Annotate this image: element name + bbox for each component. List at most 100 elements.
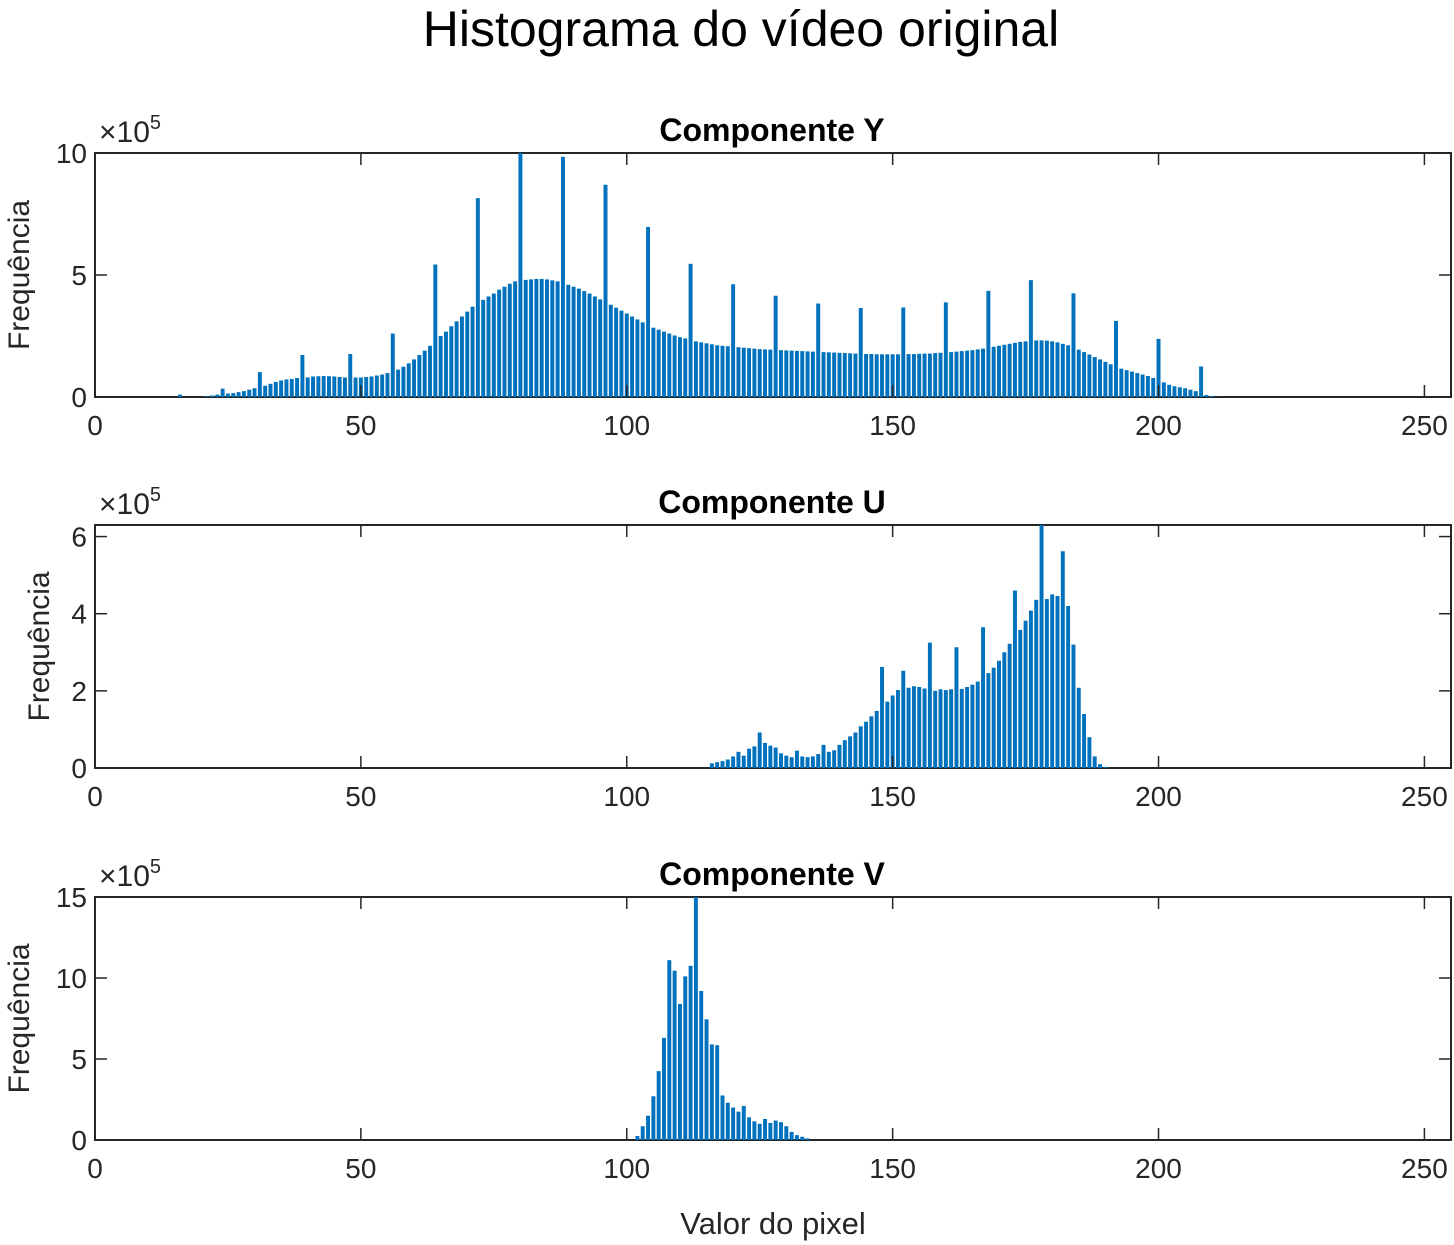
histogram-bar: [709, 344, 714, 397]
histogram-bar: [1188, 389, 1193, 397]
histogram-bar: [954, 351, 959, 397]
histogram-bar: [1129, 371, 1134, 397]
histogram-bar: [539, 278, 544, 397]
histogram-bar: [1034, 599, 1039, 768]
histogram-bar: [965, 350, 970, 397]
histogram-bar: [444, 331, 448, 397]
histogram-bar: [880, 354, 884, 397]
histogram-bar: [385, 373, 390, 397]
histogram-bar: [885, 354, 890, 397]
histogram-bar: [906, 354, 911, 397]
histogram-bar: [715, 345, 720, 397]
histogram-bar: [1108, 364, 1113, 397]
histogram-bar: [289, 378, 294, 397]
x-tick-label: 200: [1135, 1153, 1182, 1184]
histogram-bar: [922, 353, 927, 397]
histogram-bar: [1076, 349, 1081, 397]
histogram-bar: [635, 319, 640, 397]
histogram-bar: [864, 354, 869, 397]
histogram-bar: [646, 226, 651, 397]
histogram-bar: [975, 349, 980, 397]
histogram-bar: [1055, 595, 1060, 768]
x-tick-label: 250: [1401, 1153, 1448, 1184]
histogram-bar: [991, 346, 996, 397]
histogram-bar: [1039, 525, 1044, 768]
histogram-bar: [779, 1122, 783, 1140]
histogram-bar: [848, 353, 853, 397]
histogram-bar: [342, 377, 347, 397]
histogram-bar: [215, 394, 220, 397]
histogram-bar: [672, 335, 677, 397]
y-tick-label: 2: [71, 676, 87, 707]
histogram-bar: [938, 352, 943, 397]
histogram-bar: [741, 1105, 746, 1140]
histogram-bar: [933, 690, 938, 768]
histogram-bar: [917, 353, 922, 397]
histogram-bar: [683, 338, 688, 397]
histogram-bar: [858, 726, 863, 768]
y-axis-label: Frequência: [3, 943, 36, 1093]
histogram-bar: [869, 354, 874, 397]
histogram-bar: [396, 369, 401, 397]
histogram-bar: [1039, 340, 1044, 397]
histogram-bar: [1156, 338, 1161, 397]
histogram-bar: [986, 290, 991, 397]
exponent-base: ×10: [99, 488, 150, 521]
histogram-bar: [1098, 359, 1103, 397]
histogram-bar: [545, 279, 549, 397]
histogram-bar: [975, 681, 980, 768]
histogram-bar: [1092, 356, 1097, 397]
subplot-title: Componente U: [658, 484, 886, 520]
histogram-bar: [576, 288, 581, 397]
histogram-bar: [279, 380, 284, 397]
histogram-bar: [981, 348, 986, 397]
histogram-bar: [704, 343, 709, 397]
exponent-base: ×10: [99, 860, 150, 893]
histogram-bar: [459, 316, 464, 397]
histogram-bar: [805, 757, 810, 768]
bar-series: [709, 525, 1108, 768]
histogram-bar: [959, 688, 964, 768]
histogram-bar: [534, 278, 539, 397]
histogram-bar: [736, 1111, 741, 1140]
histogram-bar: [1023, 620, 1028, 768]
histogram-bar: [662, 331, 666, 397]
histogram-bar: [486, 296, 491, 397]
histogram-bar: [1055, 342, 1060, 397]
histogram-bar: [768, 1122, 773, 1140]
histogram-bar: [747, 748, 752, 768]
histogram-bar: [800, 1136, 805, 1140]
histogram-bar: [901, 307, 906, 397]
histogram-bar: [1092, 756, 1097, 768]
histogram-bar: [890, 354, 895, 397]
histogram-bar: [677, 1003, 682, 1140]
bar-series: [178, 153, 1219, 397]
histogram-bar: [1076, 687, 1081, 768]
histogram-bar: [401, 366, 406, 397]
histogram-bar: [614, 307, 619, 397]
histogram-bar: [864, 721, 869, 768]
x-tick-label: 150: [869, 1153, 916, 1184]
histogram-bar: [1060, 551, 1065, 768]
histogram-bar: [550, 280, 555, 397]
histogram-bar: [981, 627, 986, 768]
histogram-bar: [268, 383, 273, 397]
exponent-base: ×10: [99, 116, 150, 149]
histogram-bar: [449, 326, 454, 397]
histogram-bar: [1135, 373, 1140, 397]
histogram-bar: [699, 990, 704, 1140]
histogram-bar: [332, 376, 337, 397]
histogram-bar: [241, 391, 246, 397]
axes-box: [94, 524, 1452, 769]
histogram-bar: [656, 329, 661, 397]
y-axis-label: Frequência: [23, 571, 56, 721]
histogram-bar: [369, 376, 374, 397]
histogram-bar: [784, 350, 789, 397]
histogram-bar: [1199, 366, 1204, 397]
histogram-bar: [390, 333, 395, 397]
x-tick-label: 250: [1401, 410, 1448, 441]
histogram-bar: [943, 302, 948, 397]
x-tick-label: 0: [87, 410, 103, 441]
histogram-bar: [438, 336, 443, 397]
histogram-bar: [826, 751, 831, 768]
